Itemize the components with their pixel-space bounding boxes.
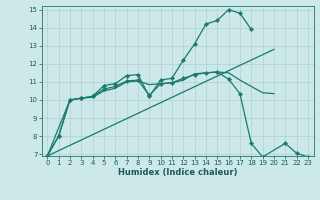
X-axis label: Humidex (Indice chaleur): Humidex (Indice chaleur) xyxy=(118,168,237,177)
